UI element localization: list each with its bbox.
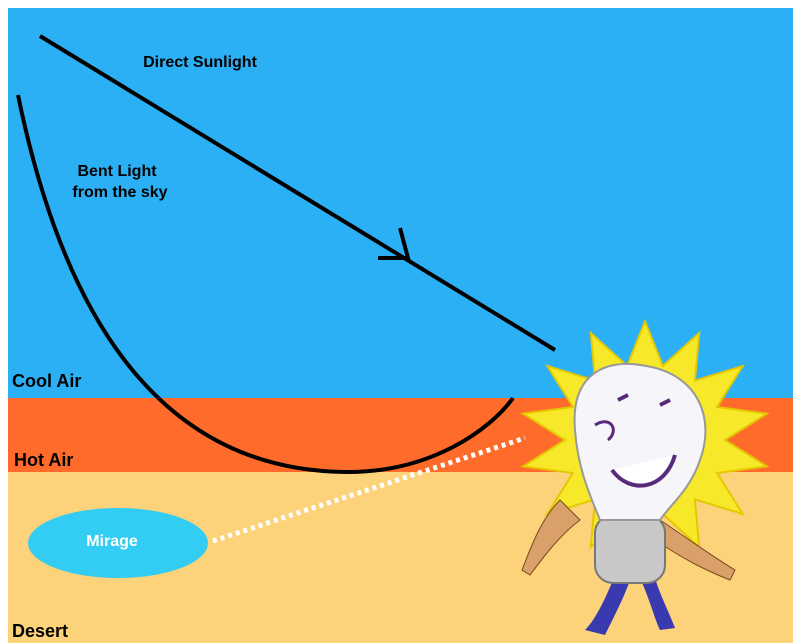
- bulb-base: [595, 515, 665, 583]
- diagram: Direct Sunlight Bent Light from the sky …: [0, 0, 793, 643]
- hot-air-label: Hot Air: [14, 450, 73, 470]
- page: Direct Sunlight Bent Light from the sky …: [0, 0, 793, 643]
- mirage-label: Mirage: [86, 533, 138, 550]
- cool-air-layer: [8, 8, 793, 398]
- bent-light-label: from the sky: [72, 184, 167, 201]
- bent-light-label: Bent Light: [77, 163, 157, 180]
- cool-air-label: Cool Air: [12, 371, 81, 391]
- desert-label: Desert: [12, 621, 68, 641]
- direct-sunlight-label: Direct Sunlight: [143, 54, 257, 71]
